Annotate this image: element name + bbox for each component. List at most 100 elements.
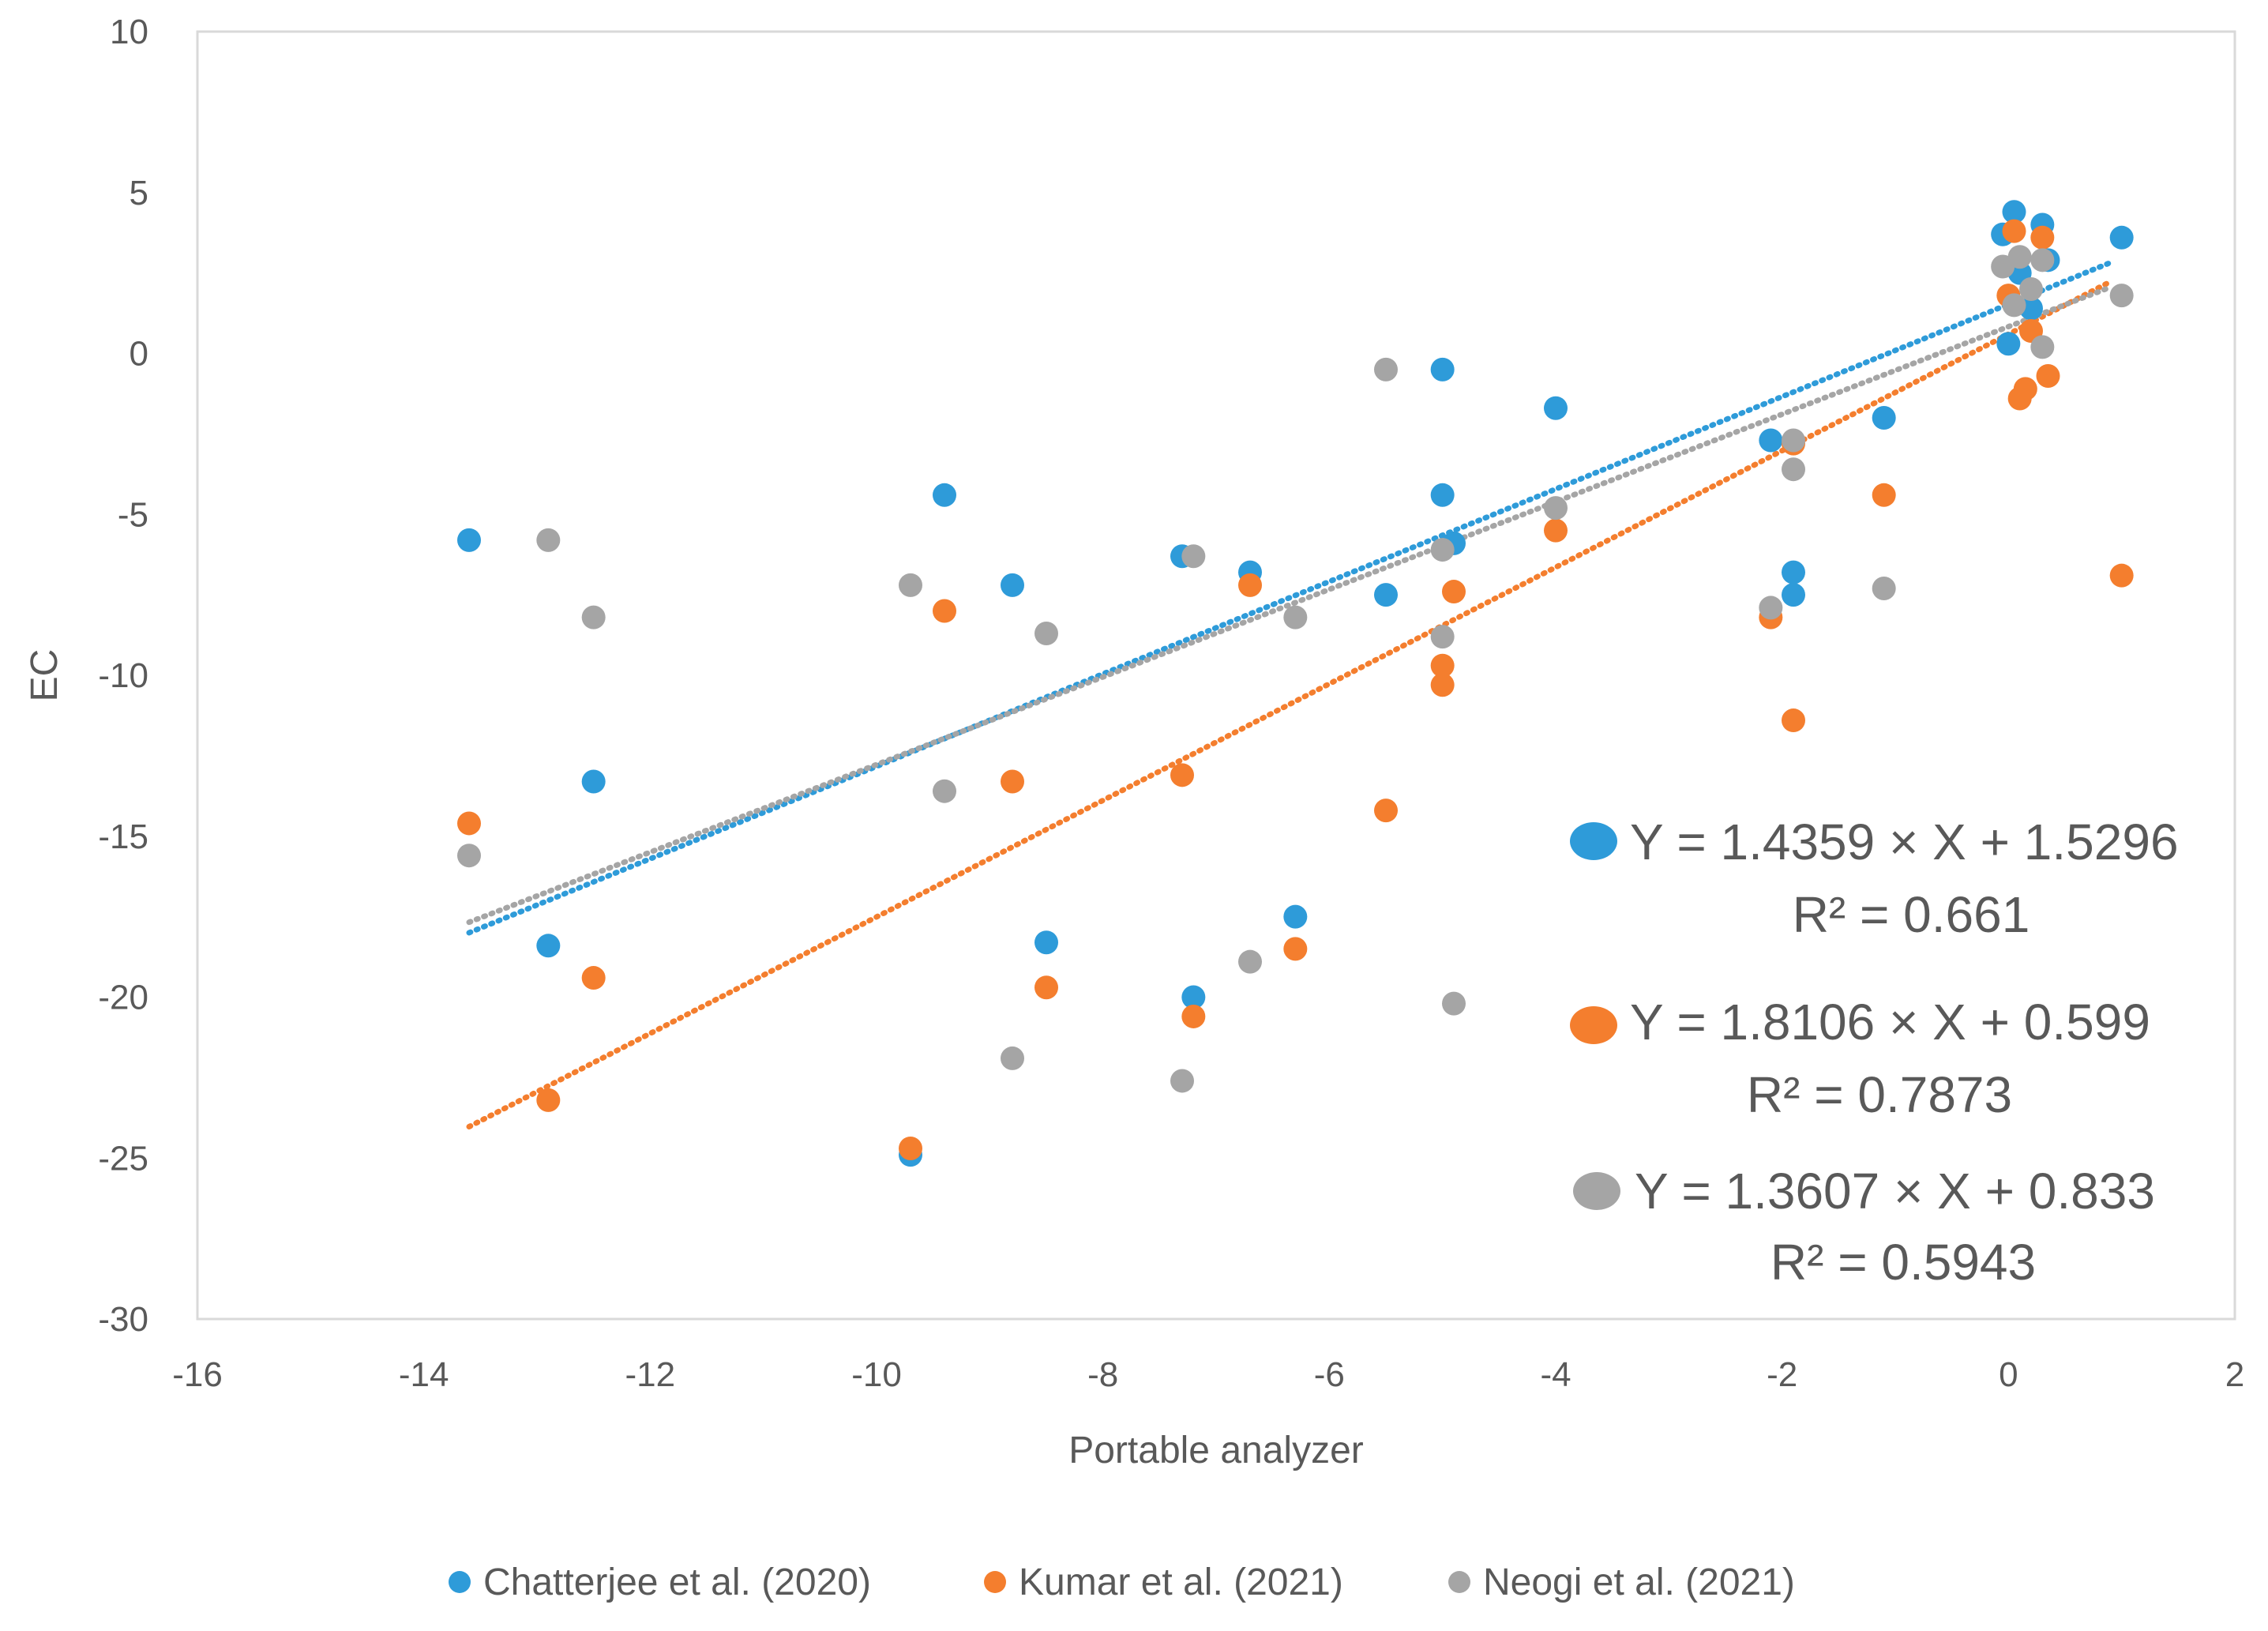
trendline-neogi — [466, 284, 2113, 926]
trendline-chatterjee — [466, 260, 2113, 936]
data-point-neogi — [1170, 1069, 1194, 1093]
data-point-kumar — [1374, 799, 1398, 823]
legend-marker-neogi — [1448, 1571, 1470, 1593]
x-tick-label: -2 — [1767, 1355, 1797, 1394]
x-tick-label: 0 — [1999, 1355, 2018, 1394]
x-axis-title: Portable analyzer — [1068, 1430, 1364, 1471]
data-point-kumar — [1442, 580, 1466, 604]
data-point-neogi — [1001, 1046, 1024, 1070]
data-point-kumar — [2036, 364, 2060, 389]
trendline-equations: Y = 1.4359 × X + 1.5296 R² = 0.661 Y = 1… — [1570, 814, 2179, 1291]
equation-chatterjee: Y = 1.4359 × X + 1.5296 — [1630, 814, 2179, 870]
data-point-kumar — [1181, 1004, 1206, 1028]
equation-marker-chatterjee — [1570, 822, 1617, 860]
x-tick-label: 2 — [2225, 1355, 2244, 1394]
data-point-neogi — [2109, 284, 2134, 308]
y-tick-label: 0 — [130, 335, 148, 374]
data-point-kumar — [1544, 518, 1568, 543]
data-point-chatterjee — [1430, 357, 1455, 381]
data-point-chatterjee — [1283, 904, 1308, 929]
data-point-kumar — [2030, 225, 2055, 250]
data-point-chatterjee — [2109, 225, 2134, 250]
data-point-neogi — [1759, 596, 1783, 620]
data-point-chatterjee — [2002, 200, 2026, 224]
data-point-chatterjee — [1544, 396, 1568, 420]
data-point-kumar — [536, 1088, 561, 1112]
data-point-neogi — [1283, 605, 1308, 629]
x-tick-label: -8 — [1087, 1355, 1118, 1394]
y-tick-label: 10 — [110, 13, 148, 51]
data-point-neogi — [1430, 538, 1455, 562]
data-point-neogi — [1374, 357, 1398, 381]
data-point-chatterjee — [457, 528, 481, 552]
data-point-neogi — [2007, 245, 2032, 269]
data-point-chatterjee — [1759, 428, 1783, 453]
data-point-kumar — [933, 599, 956, 623]
data-point-neogi — [1238, 949, 1262, 974]
data-point-kumar — [1283, 937, 1308, 961]
data-point-kumar — [2013, 377, 2037, 401]
data-point-chatterjee — [1782, 560, 1805, 584]
data-point-neogi — [2030, 335, 2055, 359]
data-point-neogi — [1181, 544, 1206, 569]
data-point-kumar — [899, 1137, 922, 1161]
x-tick-label: -16 — [172, 1355, 223, 1394]
data-point-neogi — [1544, 496, 1568, 520]
data-point-kumar — [1170, 763, 1194, 787]
data-point-chatterjee — [933, 483, 956, 507]
legend-marker-kumar — [984, 1571, 1006, 1593]
y-tick-label: -30 — [98, 1300, 148, 1339]
equation-marker-neogi — [1573, 1172, 1620, 1210]
data-point-neogi — [1034, 622, 1058, 646]
r2-kumar: R² = 0.7873 — [1747, 1066, 2012, 1123]
data-point-neogi — [1430, 625, 1455, 649]
r2-neogi: R² = 0.5943 — [1770, 1234, 2036, 1291]
data-point-kumar — [1430, 673, 1455, 697]
data-point-chatterjee — [1001, 573, 1024, 597]
equation-marker-kumar — [1570, 1006, 1617, 1044]
data-point-neogi — [2002, 293, 2026, 318]
y-tick-label: -10 — [98, 656, 148, 695]
y-axis-title: EC — [24, 649, 66, 702]
y-tick-label: -5 — [118, 495, 148, 534]
x-tick-label: -10 — [851, 1355, 902, 1394]
data-point-chatterjee — [536, 934, 561, 958]
data-point-chatterjee — [1430, 483, 1455, 507]
y-tick-label: 5 — [130, 174, 148, 212]
data-point-neogi — [2030, 248, 2055, 272]
data-point-kumar — [1430, 653, 1455, 678]
x-tick-label: -14 — [399, 1355, 449, 1394]
legend-label-kumar: Kumar et al. (2021) — [1019, 1561, 1343, 1603]
y-tick-label: -25 — [98, 1139, 148, 1178]
trendlines — [466, 260, 2113, 1130]
data-point-neogi — [1442, 991, 1466, 1016]
legend-label-neogi: Neogi et al. (2021) — [1483, 1561, 1795, 1603]
equation-kumar: Y = 1.8106 × X + 0.599 — [1630, 994, 2150, 1050]
data-point-kumar — [581, 966, 606, 990]
data-point-neogi — [457, 844, 481, 868]
data-point-kumar — [2002, 219, 2026, 243]
data-point-chatterjee — [1782, 583, 1805, 607]
data-point-kumar — [1034, 975, 1058, 1000]
data-point-neogi — [1872, 576, 1896, 600]
trendline-kumar — [466, 279, 2113, 1130]
data-point-kumar — [1872, 483, 1896, 507]
x-tick-label: -6 — [1314, 1355, 1345, 1394]
legend-label-chatterjee: Chatterjee et al. (2020) — [483, 1561, 871, 1603]
data-point-chatterjee — [1996, 332, 2021, 356]
y-tick-label: -15 — [98, 817, 148, 856]
x-tick-label: -4 — [1540, 1355, 1571, 1394]
data-point-chatterjee — [1872, 406, 1896, 430]
x-tick-label: -12 — [625, 1355, 676, 1394]
data-point-neogi — [581, 605, 606, 629]
data-point-kumar — [1001, 769, 1024, 794]
r2-chatterjee: R² = 0.661 — [1793, 886, 2030, 943]
data-point-neogi — [2019, 277, 2043, 301]
data-points — [457, 200, 2134, 1167]
data-point-chatterjee — [1374, 583, 1398, 607]
data-point-neogi — [1782, 428, 1805, 453]
data-point-neogi — [1782, 457, 1805, 482]
